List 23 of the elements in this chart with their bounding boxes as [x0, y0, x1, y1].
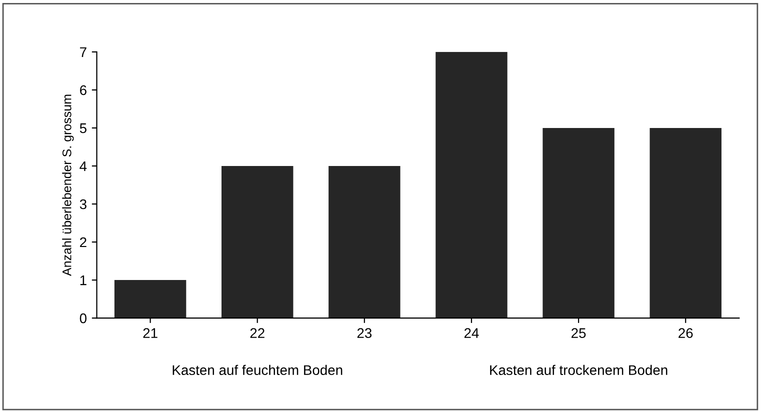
- y-tick-label: 0: [80, 313, 87, 324]
- y-tick-label: 4: [80, 161, 87, 172]
- text: Kasten auf trockenem Boden: [490, 364, 668, 376]
- y-tick-label: 1: [80, 276, 86, 286]
- x-tick-label: 21: [143, 328, 158, 338]
- bar: [650, 128, 722, 318]
- bar: [542, 128, 614, 318]
- bar: [328, 166, 400, 318]
- y-tick-label: 7: [80, 47, 86, 57]
- x-tick-label: 25: [572, 328, 586, 338]
- y-tick-label: 6: [80, 85, 86, 96]
- y-axis-title: Anzahl überlebender S. grossum: [62, 94, 74, 276]
- x-tick-label: 22: [250, 328, 264, 338]
- x-tick-label: 26: [678, 328, 693, 338]
- bar: [222, 166, 294, 318]
- x-tick-label: 23: [357, 328, 372, 338]
- y-tick-label: 2: [80, 237, 86, 248]
- y-tick-label: 3: [80, 199, 86, 210]
- bar: [436, 52, 508, 318]
- bar: [114, 280, 186, 318]
- x-tick-label: 24: [464, 328, 479, 338]
- y-tick-label: 5: [80, 123, 86, 134]
- text: Kasten auf feuchtem Boden: [172, 364, 342, 376]
